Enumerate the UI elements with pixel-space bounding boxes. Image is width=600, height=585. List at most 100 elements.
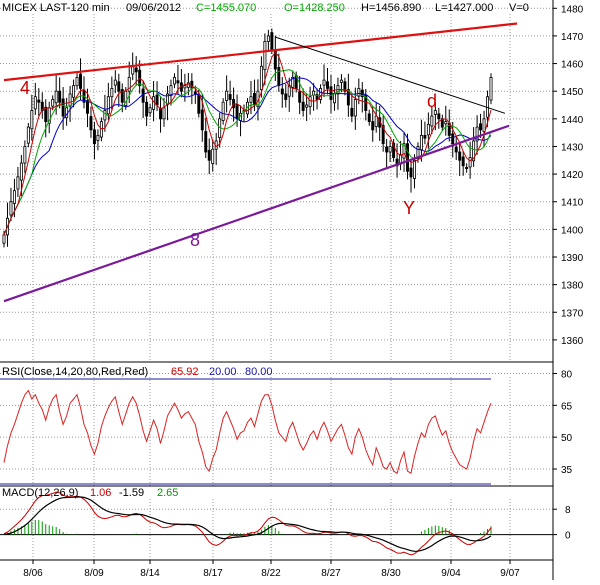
macd-header-label: MACD(12,26,9) — [2, 487, 78, 499]
price-tick-label: 1400 — [561, 225, 584, 236]
candle-body — [388, 146, 392, 153]
candle-body — [357, 88, 361, 97]
candle-body — [106, 96, 110, 115]
candle-body — [134, 67, 138, 73]
candle-body — [159, 107, 163, 120]
candle-body — [162, 107, 166, 120]
candle-body — [315, 94, 319, 100]
candle-body — [16, 176, 20, 190]
candle-body — [273, 50, 277, 70]
candle-body — [92, 129, 96, 145]
macd-line — [3, 491, 492, 556]
candle-body — [9, 201, 13, 216]
candle-body — [343, 81, 347, 92]
candle-body — [367, 113, 371, 122]
candle-body — [145, 101, 149, 117]
candle-body — [426, 123, 430, 136]
candle-body — [183, 85, 187, 89]
rsi-tick-label: 80 — [561, 369, 573, 380]
macd-signal-line — [3, 496, 492, 552]
candle-body — [423, 135, 427, 139]
candle-body — [454, 146, 458, 153]
candle-body — [79, 73, 83, 89]
candle-body — [110, 88, 114, 98]
candle-body — [141, 88, 145, 103]
price-tick-label: 1410 — [561, 198, 584, 209]
rsi-header-upper: 80.00 — [245, 366, 273, 378]
candle-body — [277, 67, 281, 87]
header-date: 09/06/2012 — [126, 2, 181, 14]
candle-body — [263, 41, 267, 71]
candle-body — [280, 88, 284, 95]
macd-tick-label: 0 — [565, 531, 571, 542]
candle-body — [353, 99, 357, 117]
candle-body — [155, 94, 159, 106]
candle-body — [61, 98, 65, 117]
header-open: O=1428.250 — [284, 2, 345, 14]
candle-body — [58, 90, 62, 103]
candle-body — [249, 96, 253, 103]
header-volume: V=0 — [509, 2, 529, 14]
candle-body — [37, 99, 41, 103]
candle-body — [385, 146, 389, 153]
candle-body — [489, 76, 493, 101]
header-close: C=1455.070 — [196, 2, 256, 14]
candle-body — [444, 121, 448, 125]
candle-body — [329, 86, 333, 100]
candle-body — [193, 91, 197, 95]
candle-body — [172, 76, 176, 85]
candle-body — [176, 80, 180, 84]
macd-header-hist: 2.65 — [157, 487, 178, 499]
candle-body — [451, 133, 455, 145]
x-tick-label: 8/22 — [261, 568, 281, 579]
candle-body — [207, 149, 211, 161]
candle-body — [117, 81, 121, 92]
candle-body — [440, 118, 444, 128]
candle-body — [89, 116, 93, 131]
rsi-tick-label: 50 — [561, 433, 573, 444]
price-tick-label: 1430 — [561, 142, 584, 153]
x-tick-label: 8/30 — [381, 568, 401, 579]
candle-body — [30, 110, 34, 130]
candle-body — [169, 85, 173, 97]
rsi-tick-label: 35 — [561, 465, 573, 476]
candle-body — [51, 99, 55, 107]
candle-body — [298, 91, 302, 103]
ma-mid-line — [3, 69, 492, 236]
candle-body — [419, 135, 423, 151]
candle-body — [44, 106, 48, 122]
candle-body — [270, 32, 274, 51]
candle-body — [72, 85, 76, 98]
candle-body — [2, 234, 6, 244]
candle-body — [381, 125, 385, 145]
macd-panel — [3, 491, 492, 556]
candle-body — [433, 110, 437, 115]
trendline-descending-black — [274, 36, 506, 114]
price-tick-label: 1450 — [561, 87, 584, 98]
candle-body — [301, 101, 305, 111]
price-tick-label: 1390 — [561, 253, 584, 264]
candle-body — [416, 146, 420, 160]
candle-body — [19, 162, 23, 181]
price-tick-label: 1440 — [561, 115, 584, 126]
candle-body — [68, 93, 72, 107]
candle-body — [412, 159, 416, 179]
candle-body — [54, 90, 58, 104]
rsi-line — [3, 389, 492, 475]
annotation-8: 8 — [190, 230, 200, 250]
candle-body — [23, 146, 27, 164]
candle-body — [430, 115, 434, 127]
candle-body — [235, 104, 239, 120]
axis-layer: 1360 1370 1380 1390 1400 1410 1420 1430 1440 1450… — [23, 4, 583, 579]
x-tick-label: 8/17 — [203, 568, 223, 579]
candle-body — [326, 81, 329, 89]
candle-body — [113, 79, 117, 86]
candle-body — [124, 90, 128, 106]
candle-body — [284, 93, 288, 100]
candle-body — [148, 107, 152, 114]
candle-body — [479, 123, 483, 131]
candle-body — [99, 121, 103, 138]
rsi-panel — [0, 378, 492, 485]
candle-body — [350, 107, 354, 117]
